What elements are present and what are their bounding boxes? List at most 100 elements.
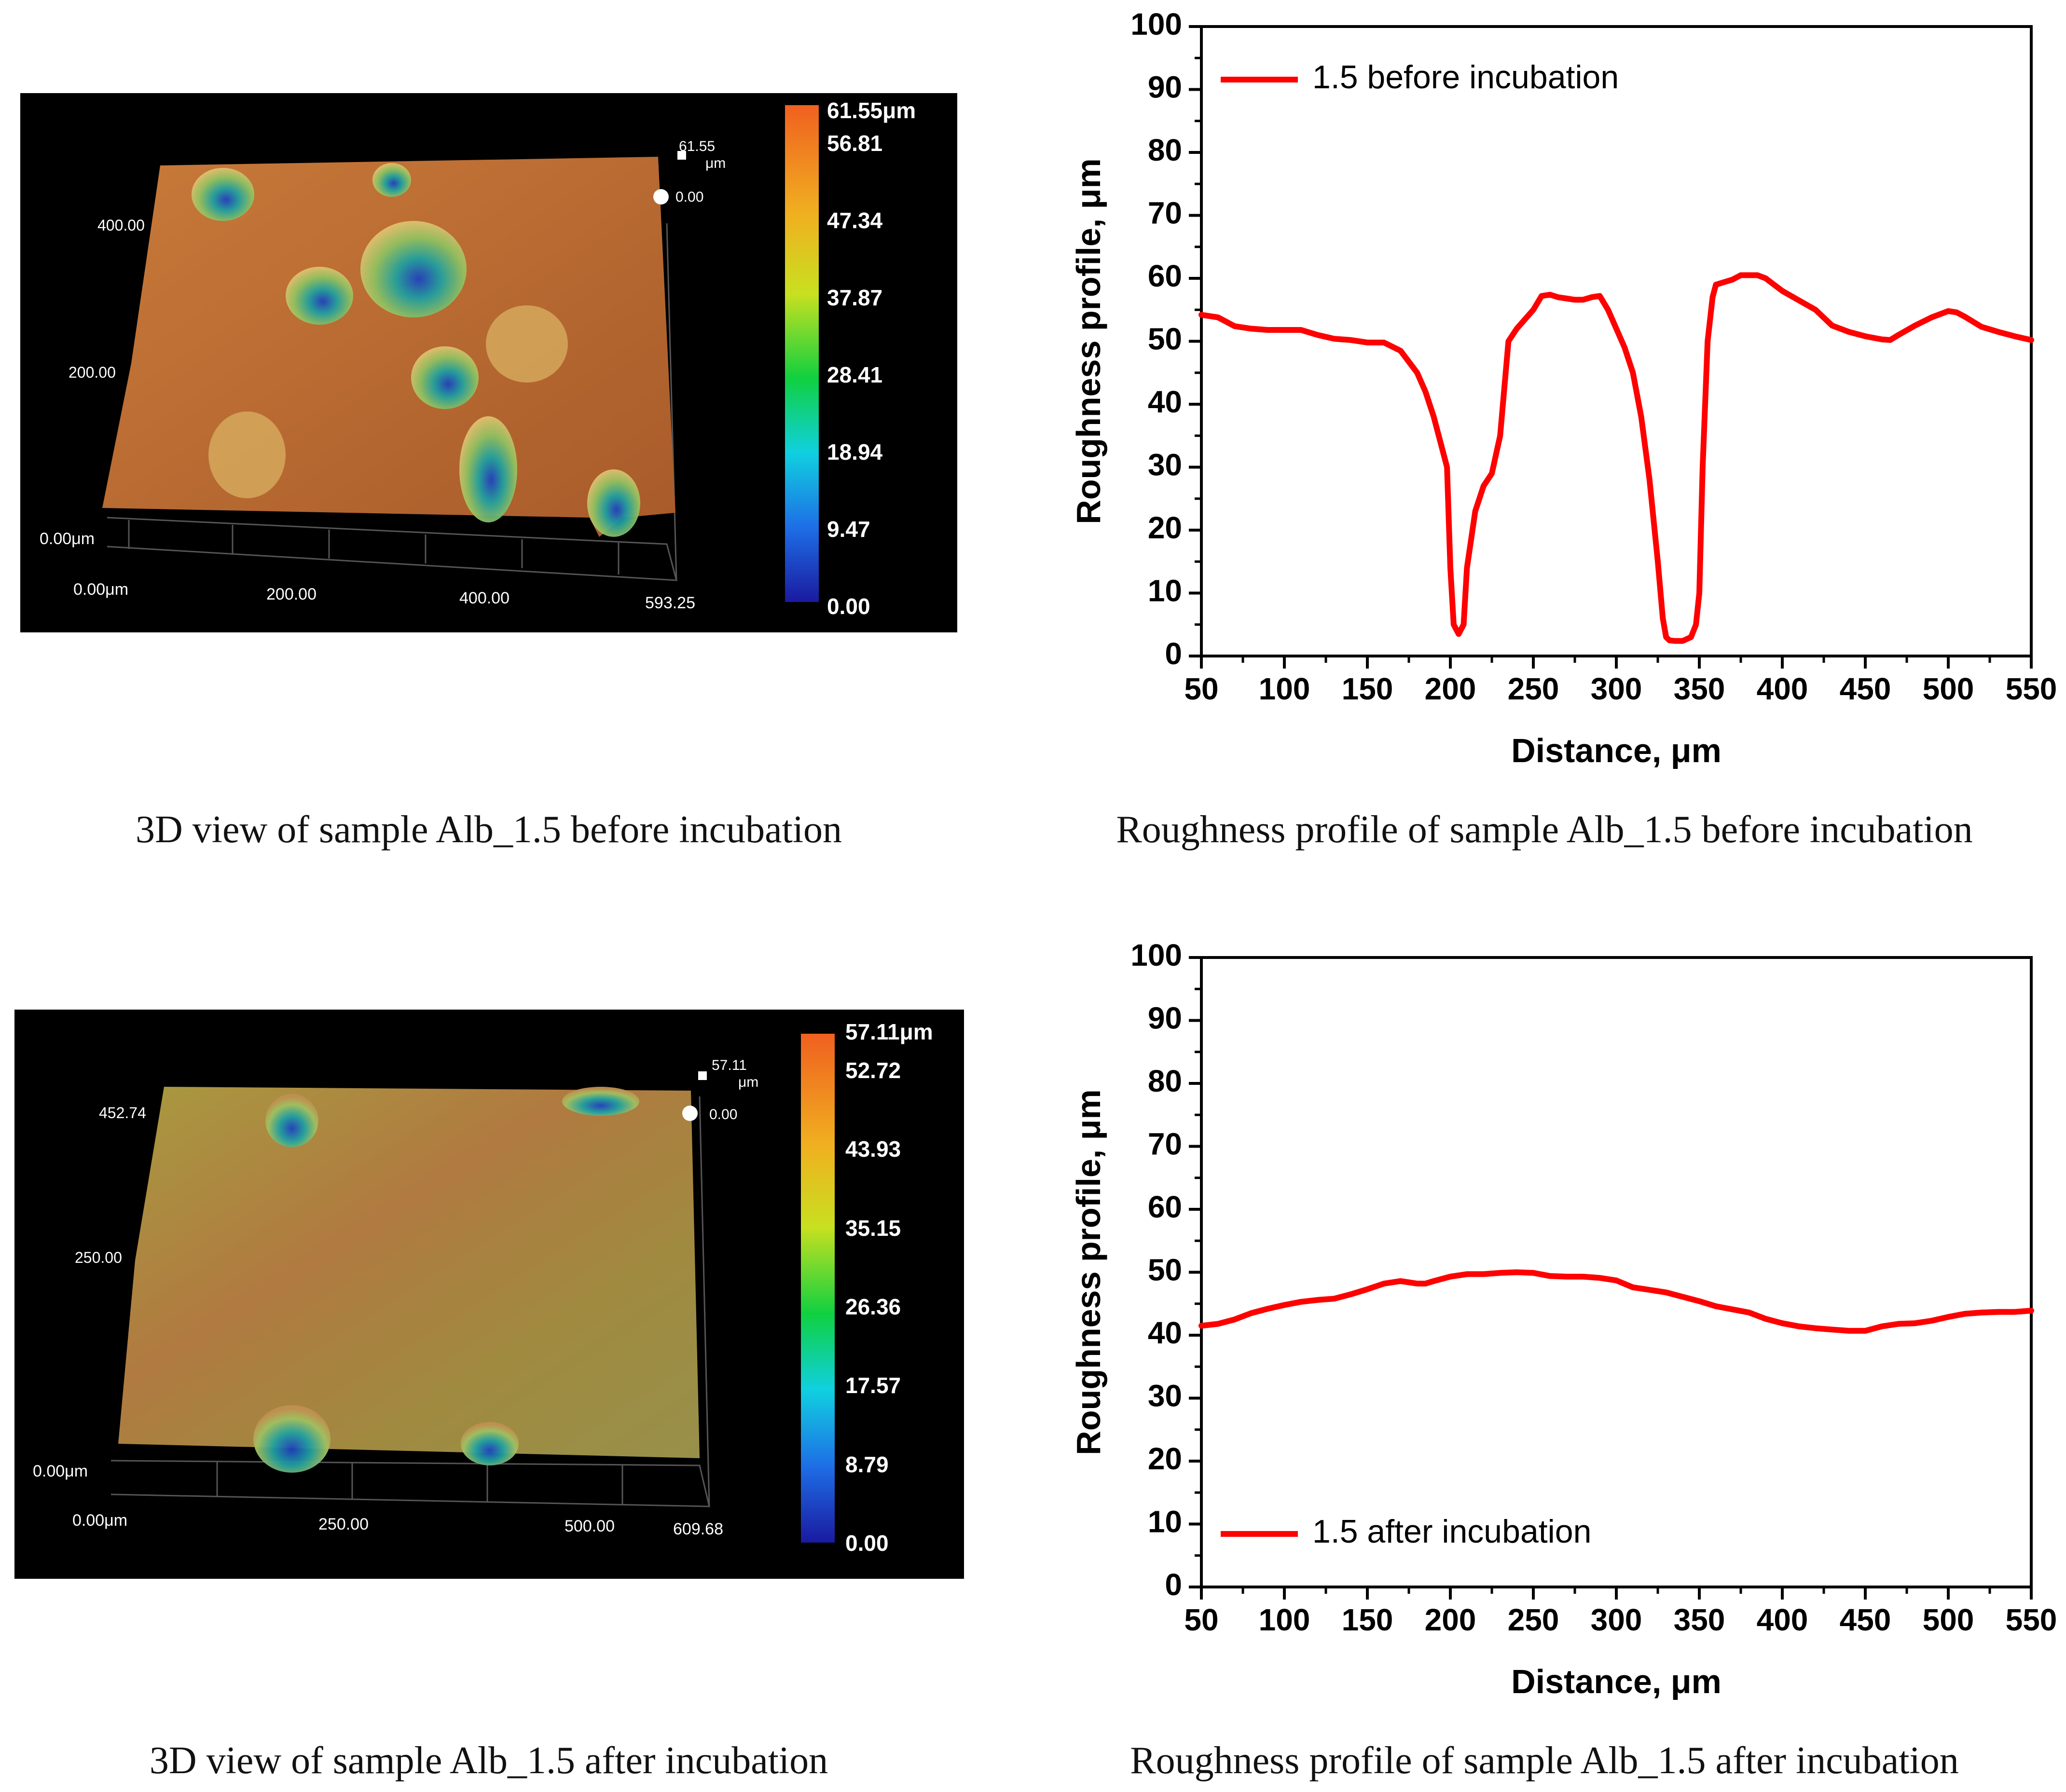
x-tick-label: 150 bbox=[1342, 1602, 1393, 1637]
color-scale-bar bbox=[785, 105, 819, 602]
plot-frame bbox=[1200, 956, 2033, 1588]
y-tick-label: 50 bbox=[1148, 321, 1182, 356]
x-tick-label: 250 bbox=[1508, 671, 1559, 706]
y-tick-label: 100 bbox=[1130, 7, 1182, 41]
x-axis-label: Distance, μm bbox=[1511, 1663, 1722, 1700]
x-tick-label: 350 bbox=[1674, 671, 1725, 706]
caption-3d-after: 3D view of sample Alb_1.5 after incubati… bbox=[149, 1739, 828, 1782]
x-tick-label: 50 bbox=[1184, 671, 1218, 706]
x-tick-label: 500 bbox=[1923, 1602, 1974, 1637]
y-tick-label: 30 bbox=[1148, 1378, 1182, 1413]
marker-top-value: 61.55 bbox=[679, 138, 715, 154]
pits bbox=[253, 1087, 639, 1473]
axis-x-end: 609.68 bbox=[673, 1520, 723, 1538]
series-line bbox=[1198, 1269, 2034, 1334]
surface-mesh bbox=[102, 157, 675, 537]
marker-square-icon bbox=[677, 151, 686, 160]
y-tick-label: 10 bbox=[1148, 573, 1182, 608]
x-tick-label: 100 bbox=[1259, 671, 1310, 706]
surface-3d-view-after: 57.11μm 52.72 43.93 35.15 26.36 17.57 8.… bbox=[14, 1010, 964, 1579]
marker-bottom-value: 0.00 bbox=[675, 189, 703, 205]
x-tick-label: 500 bbox=[1923, 671, 1974, 706]
scale-max-label: 61.55μm bbox=[827, 98, 916, 123]
y-tick-label: 20 bbox=[1148, 510, 1182, 545]
scale-tick: 18.94 bbox=[827, 439, 883, 465]
color-scale-bar bbox=[801, 1034, 835, 1543]
axis-x-mid: 200.00 bbox=[266, 585, 317, 603]
x-tick-label: 450 bbox=[1840, 1602, 1891, 1637]
x-tick-label: 450 bbox=[1840, 671, 1891, 706]
x-tick-label: 300 bbox=[1591, 671, 1642, 706]
marker-circle-icon bbox=[653, 189, 669, 205]
y-axis-label: Roughness profile, μm bbox=[1070, 158, 1107, 524]
surface-mesh bbox=[118, 1087, 700, 1458]
plot-frame bbox=[1200, 25, 2033, 657]
axis-x-origin: 0.00μm bbox=[72, 1511, 127, 1530]
axis-y-mid: 250.00 bbox=[75, 1249, 122, 1266]
y-tick-label: 80 bbox=[1148, 133, 1182, 167]
y-tick-label: 50 bbox=[1148, 1252, 1182, 1287]
caption-3d-before: 3D view of sample Alb_1.5 before incubat… bbox=[135, 808, 842, 851]
roughness-chart-before-svg: 0 10 20 30 40 50 60 70 80 90 100 50 100 150 200 250 300 3… bbox=[1070, 7, 2057, 769]
axis-y-mid: 200.00 bbox=[69, 364, 116, 381]
x-tick-label: 400 bbox=[1757, 1602, 1808, 1637]
scale-tick: 47.34 bbox=[827, 208, 883, 233]
marker-top-unit: μm bbox=[705, 155, 726, 171]
marker-circle-icon bbox=[682, 1106, 698, 1121]
marker-bottom-value: 0.00 bbox=[709, 1107, 737, 1122]
y-tick-label: 60 bbox=[1148, 1190, 1182, 1224]
marker-square-icon bbox=[698, 1071, 707, 1080]
x-tick-label: 50 bbox=[1184, 1602, 1218, 1637]
roughness-chart-before: 0 10 20 30 40 50 60 70 80 90 100 50 100 150 200 250 300 3… bbox=[1037, 0, 2066, 796]
y-axis-label: Roughness profile, μm bbox=[1070, 1089, 1107, 1455]
y-tick-label: 100 bbox=[1130, 938, 1182, 972]
axis-x-origin: 0.00μm bbox=[73, 580, 128, 599]
y-tick-label: 60 bbox=[1148, 259, 1182, 293]
axis-grid bbox=[107, 223, 677, 581]
axis-x-mid2: 500.00 bbox=[565, 1517, 615, 1535]
axis-x-mid2: 400.00 bbox=[459, 589, 510, 607]
legend-label: 1.5 after incubation bbox=[1312, 1513, 1591, 1550]
axis-z-origin: 0.00μm bbox=[40, 530, 95, 548]
caption-profile-before: Roughness profile of sample Alb_1.5 befo… bbox=[1116, 808, 1973, 851]
scale-tick: 26.36 bbox=[845, 1294, 901, 1319]
series-line bbox=[1198, 272, 2034, 644]
y-tick-label: 40 bbox=[1148, 384, 1182, 419]
scale-tick: 0.00 bbox=[827, 594, 870, 619]
scale-tick: 35.15 bbox=[845, 1216, 901, 1241]
x-tick-label: 400 bbox=[1757, 671, 1808, 706]
axis-grid bbox=[110, 1096, 710, 1507]
scale-tick: 0.00 bbox=[845, 1531, 889, 1556]
marker-top-unit: μm bbox=[738, 1074, 758, 1090]
y-tick-label: 0 bbox=[1165, 1567, 1182, 1602]
roughness-chart-after: 0 10 20 30 40 50 60 70 80 90 100 50 100 150 200 250 300 3… bbox=[1037, 931, 2066, 1727]
x-axis-label: Distance, μm bbox=[1511, 732, 1722, 769]
x-tick-label: 100 bbox=[1259, 1602, 1310, 1637]
y-tick-label: 90 bbox=[1148, 69, 1182, 104]
axis-x-mid: 250.00 bbox=[318, 1515, 369, 1533]
axis-z-origin: 0.00μm bbox=[33, 1462, 88, 1480]
surface-3d-view-before: 61.55μm 56.81 47.34 37.87 28.41 18.94 9.… bbox=[20, 93, 957, 632]
roughness-chart-after-svg: 0 10 20 30 40 50 60 70 80 90 100 50 100 150 200 250 300 3… bbox=[1070, 938, 2057, 1700]
scale-tick: 52.72 bbox=[845, 1058, 901, 1083]
x-tick-label: 150 bbox=[1342, 671, 1393, 706]
y-tick-label: 30 bbox=[1148, 447, 1182, 482]
y-tick-label: 90 bbox=[1148, 1000, 1182, 1035]
marker-top-value: 57.11 bbox=[712, 1057, 747, 1073]
scale-tick: 37.87 bbox=[827, 285, 882, 310]
axis-y-top: 452.74 bbox=[99, 1104, 146, 1122]
legend-label: 1.5 before incubation bbox=[1312, 59, 1619, 96]
scale-tick: 8.79 bbox=[845, 1452, 889, 1477]
y-tick-label: 10 bbox=[1148, 1504, 1182, 1539]
scale-max-label: 57.11μm bbox=[845, 1019, 933, 1044]
scale-tick: 56.81 bbox=[827, 131, 882, 156]
y-tick-label: 70 bbox=[1148, 195, 1182, 230]
x-tick-label: 300 bbox=[1591, 1602, 1642, 1637]
scale-tick: 9.47 bbox=[827, 517, 870, 542]
x-tick-label: 550 bbox=[2006, 1602, 2057, 1637]
y-tick-label: 20 bbox=[1148, 1441, 1182, 1476]
caption-profile-after: Roughness profile of sample Alb_1.5 afte… bbox=[1130, 1739, 1959, 1782]
y-tick-label: 70 bbox=[1148, 1126, 1182, 1161]
scale-tick: 43.93 bbox=[845, 1136, 901, 1162]
x-tick-label: 200 bbox=[1425, 671, 1476, 706]
